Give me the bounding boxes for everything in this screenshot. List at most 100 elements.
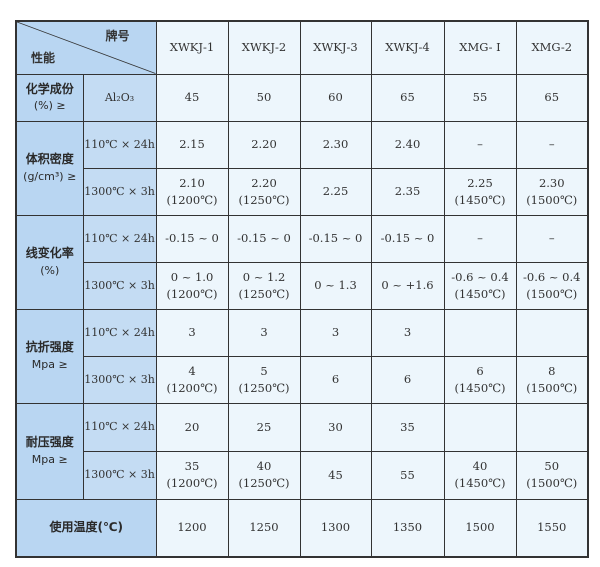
data-cell: 65 bbox=[370, 73, 445, 122]
row-density: 1300℃ × 3h 2.10 (1200℃) 2.20 (1250℃) 2.25 2.35… bbox=[16, 167, 589, 216]
data-cell: 3 bbox=[227, 308, 301, 357]
cell-value: 40 bbox=[256, 459, 272, 474]
data-cell: 4 (1200℃) bbox=[155, 355, 229, 404]
condition-cell: 110℃ × 24h bbox=[82, 120, 157, 169]
row-chemical: 化学成份 (%) ≥ Al₂O₃ 45 50 60 65 55 65 bbox=[15, 73, 589, 122]
cell-value: 30 bbox=[328, 419, 343, 434]
condition-cell: 110℃ × 24h bbox=[82, 402, 157, 452]
condition-cell: 1300℃ × 3h bbox=[82, 450, 157, 500]
cell-value: 1300℃ × 3h bbox=[84, 184, 155, 198]
data-cell: 50 bbox=[227, 73, 301, 122]
grade-header: XWKJ-2 bbox=[227, 20, 301, 75]
grade-header: XWKJ-3 bbox=[299, 20, 372, 75]
cell-value: 1300℃ × 3h bbox=[84, 468, 155, 482]
cell-value: 40 bbox=[472, 459, 488, 474]
data-cell: – bbox=[515, 120, 589, 169]
cell-value: 35 bbox=[400, 419, 415, 434]
cell-value: 1300℃ × 3h bbox=[84, 372, 155, 386]
cell-value: 使用温度(℃) bbox=[49, 520, 123, 535]
condition-cell: Al₂O₃ bbox=[82, 73, 157, 122]
cell-value: 0 ~ 1.0 bbox=[170, 269, 214, 284]
grade-header: XMG- Ⅰ bbox=[443, 20, 517, 75]
cell-value: 2.20 bbox=[251, 175, 277, 190]
cell-value: 耐压强度 bbox=[25, 435, 74, 450]
data-cell: – bbox=[443, 120, 517, 169]
cell-value: 45 bbox=[184, 90, 200, 105]
data-cell bbox=[515, 402, 589, 452]
data-cell: 5 (1250℃) bbox=[227, 355, 301, 404]
data-cell: 45 bbox=[155, 73, 229, 122]
cell-value: 2.30 bbox=[322, 137, 349, 152]
bending-strength-label: 抗折强度 Mpa ≥ bbox=[15, 308, 84, 404]
data-cell: 6 bbox=[370, 355, 445, 404]
cell-value: 65 bbox=[544, 90, 560, 105]
data-cell: 1200 bbox=[155, 498, 229, 558]
condition-cell: 110℃ × 24h bbox=[82, 214, 157, 263]
grade-header: XMG-2 bbox=[515, 20, 589, 75]
cell-note: (1200℃) bbox=[166, 476, 218, 490]
cell-value: 35 bbox=[184, 459, 200, 474]
cell-value: – bbox=[548, 231, 555, 246]
data-cell: 2.30 (1500℃) bbox=[515, 167, 589, 216]
header-row: 牌号 性能 XWKJ-1 XWKJ-2 XWKJ-3 XWKJ-4 XMG- Ⅰ… bbox=[15, 20, 589, 75]
cell-value: 3 bbox=[403, 325, 412, 340]
data-cell: -0.6 ~ 0.4 (1500℃) bbox=[515, 261, 589, 310]
data-cell: – bbox=[515, 214, 589, 263]
data-cell: 40 (1250℃) bbox=[227, 450, 301, 500]
data-cell: 3 bbox=[155, 308, 229, 357]
cell-value: 2.30 bbox=[538, 175, 565, 190]
data-cell: 2.10 (1200℃) bbox=[155, 167, 229, 216]
cell-value: 65 bbox=[400, 90, 415, 105]
cell-value: 3 bbox=[331, 325, 340, 340]
cell-value: 1550 bbox=[537, 520, 567, 535]
cell-note: (%) bbox=[40, 263, 60, 277]
cell-value: -0.6 ~ 0.4 bbox=[523, 269, 581, 284]
row-bending-strength: 抗折强度 Mpa ≥ 110℃ × 24h 3 3 3 3 bbox=[15, 308, 589, 404]
cell-note: (1500℃) bbox=[526, 286, 578, 301]
data-cell: – bbox=[443, 214, 517, 263]
row-crushing-strength: 耐压强度 Mpa ≥ 110℃ × 24h 20 25 30 35 bbox=[15, 402, 589, 500]
cell-value: 1250 bbox=[249, 520, 279, 535]
cell-value: 1500 bbox=[465, 520, 495, 535]
cell-value: 60 bbox=[328, 90, 343, 105]
grade-header: XWKJ-1 bbox=[155, 20, 229, 75]
cell-value: 110℃ × 24h bbox=[84, 325, 155, 339]
cell-value: 6 bbox=[331, 372, 340, 387]
cell-value: – bbox=[548, 137, 555, 152]
cell-note: (1500℃) bbox=[526, 380, 578, 395]
cell-note: (1500℃) bbox=[526, 476, 578, 490]
condition-cell: 1300℃ × 3h bbox=[82, 167, 157, 216]
cell-value: 1300℃ × 3h bbox=[84, 278, 155, 292]
cell-value: 线变化率 bbox=[25, 246, 74, 261]
cell-value: 4 bbox=[188, 363, 196, 378]
refractory-properties-table: 牌号 性能 XWKJ-1 XWKJ-2 XWKJ-3 XWKJ-4 XMG- Ⅰ… bbox=[15, 20, 589, 558]
data-cell: 2.20 bbox=[227, 120, 301, 169]
corner-header: 牌号 性能 bbox=[15, 20, 157, 75]
data-cell: 60 bbox=[299, 73, 372, 122]
cell-value: 2.15 bbox=[179, 137, 205, 152]
data-cell: 6 bbox=[299, 355, 372, 404]
cell-note: (1200℃) bbox=[166, 380, 218, 395]
cell-value: 25 bbox=[256, 419, 272, 434]
data-cell: 35 bbox=[370, 402, 445, 452]
cell-note: (1250℃) bbox=[238, 192, 290, 207]
cell-value: 体积密度 bbox=[25, 152, 74, 167]
cell-note: (1250℃) bbox=[238, 380, 290, 395]
cell-value: 0 ~ 1.3 bbox=[314, 278, 357, 293]
cell-note: Mpa ≥ bbox=[31, 452, 68, 466]
row-crushing-strength: 1300℃ × 3h 35 (1200℃) 40 (1250℃) 45 55 40 (1450℃… bbox=[16, 450, 589, 500]
crushing-strength-label: 耐压强度 Mpa ≥ bbox=[15, 402, 84, 500]
data-cell: 2.15 bbox=[155, 120, 229, 169]
data-cell: 35 (1200℃) bbox=[155, 450, 229, 500]
density-label: 体积密度 (g/cm³) ≥ bbox=[15, 120, 84, 216]
data-cell: 2.25 (1450℃) bbox=[443, 167, 517, 216]
cell-value: 2.25 bbox=[467, 175, 493, 190]
cell-value: 1300 bbox=[320, 520, 351, 535]
service-temp-label: 使用温度(℃) bbox=[15, 498, 157, 558]
condition-cell: 110℃ × 24h bbox=[82, 308, 157, 357]
cell-note: (1450℃) bbox=[454, 286, 506, 301]
data-cell: 25 bbox=[227, 402, 301, 452]
row-linear-change: 线变化率 (%) 110℃ × 24h -0.15 ~ 0 -0.15 ~ 0 -0.15… bbox=[15, 214, 589, 310]
cell-note: (1450℃) bbox=[454, 476, 506, 490]
data-cell: -0.6 ~ 0.4 (1450℃) bbox=[443, 261, 517, 310]
